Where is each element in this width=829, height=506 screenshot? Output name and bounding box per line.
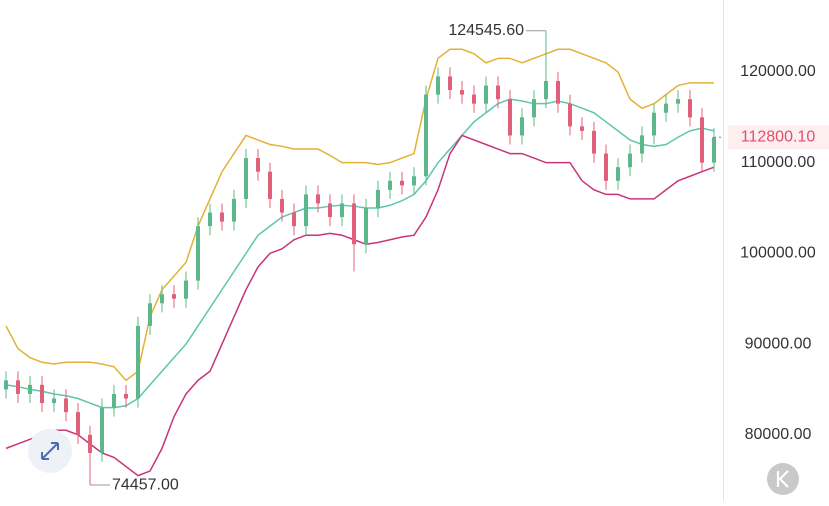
candle-body: [556, 81, 560, 104]
candle-body: [640, 135, 644, 154]
candle-body: [688, 99, 692, 118]
candle-body: [316, 194, 320, 204]
candle-body: [508, 99, 512, 136]
candle-body: [268, 171, 272, 199]
candle-body: [436, 76, 440, 95]
candle-body: [28, 384, 32, 394]
candle-body: [148, 303, 152, 326]
candle-body: [160, 294, 164, 304]
candle-body: [100, 407, 104, 453]
candle-body: [244, 158, 248, 199]
last-price-box: [728, 125, 829, 150]
candle-body: [76, 412, 80, 435]
y-tick-label: 80000.00: [745, 426, 812, 443]
candle-body: [304, 194, 308, 227]
candle-body: [292, 212, 296, 227]
candle-body: [352, 203, 356, 245]
candle-body: [16, 380, 20, 394]
candle-body: [136, 325, 140, 399]
candle-body: [424, 94, 428, 177]
candle-body: [628, 153, 632, 168]
candle-body: [64, 398, 68, 413]
candle-body: [208, 212, 212, 227]
candle-body: [340, 203, 344, 218]
candle-body: [112, 393, 116, 408]
y-tick-label: 90000.00: [745, 335, 812, 352]
candle-body: [220, 212, 224, 222]
candle-body: [664, 103, 668, 113]
candle-body: [544, 81, 548, 100]
candle-body: [604, 153, 608, 181]
last-price-label: 112800.10: [741, 128, 816, 145]
y-tick-label: 120000.00: [740, 63, 816, 80]
candle-body: [4, 380, 8, 390]
candle-body: [172, 294, 176, 299]
candle-body: [652, 112, 656, 136]
scroll-end-button[interactable]: [767, 463, 799, 495]
candle-body: [616, 167, 620, 181]
candle-body: [484, 85, 488, 104]
candle-body: [412, 176, 416, 186]
candle-body: [280, 198, 284, 213]
band-line: [5, 134, 715, 477]
band-line: [5, 48, 714, 382]
candle-body: [364, 208, 368, 245]
candle-body: [472, 94, 476, 104]
candle-body: [592, 130, 596, 154]
candle-body: [712, 137, 716, 163]
candle-body: [568, 103, 572, 127]
candle-body: [460, 90, 464, 95]
candle-body: [196, 226, 200, 281]
scroll-circle[interactable]: [767, 463, 799, 495]
candle-body: [400, 180, 404, 186]
candle-body: [328, 203, 332, 218]
candle-body: [520, 117, 524, 136]
y-tick-label: 110000.00: [741, 154, 816, 171]
candle-body: [676, 99, 680, 104]
candle-body: [88, 434, 92, 453]
candle-body: [40, 384, 44, 404]
scroll-icon[interactable]: [776, 470, 789, 488]
band-line: [5, 98, 715, 409]
candle-body: [124, 393, 128, 399]
candle-body: [256, 158, 260, 172]
min-label: 74457.00: [112, 476, 179, 493]
candle-body: [700, 117, 704, 163]
candle-body: [52, 398, 56, 404]
candle-body: [448, 76, 452, 91]
candle-body: [388, 180, 392, 190]
candle-body: [496, 85, 500, 100]
candle-body: [532, 99, 536, 118]
candle-body: [184, 280, 188, 299]
max-label: 124545.60: [448, 22, 524, 39]
candle-body: [580, 126, 584, 131]
candle-body: [232, 198, 236, 222]
expand-icon[interactable]: [41, 442, 59, 460]
expand-button[interactable]: [28, 429, 72, 473]
candle-body: [376, 189, 380, 209]
y-tick-label: 100000.00: [740, 245, 816, 262]
